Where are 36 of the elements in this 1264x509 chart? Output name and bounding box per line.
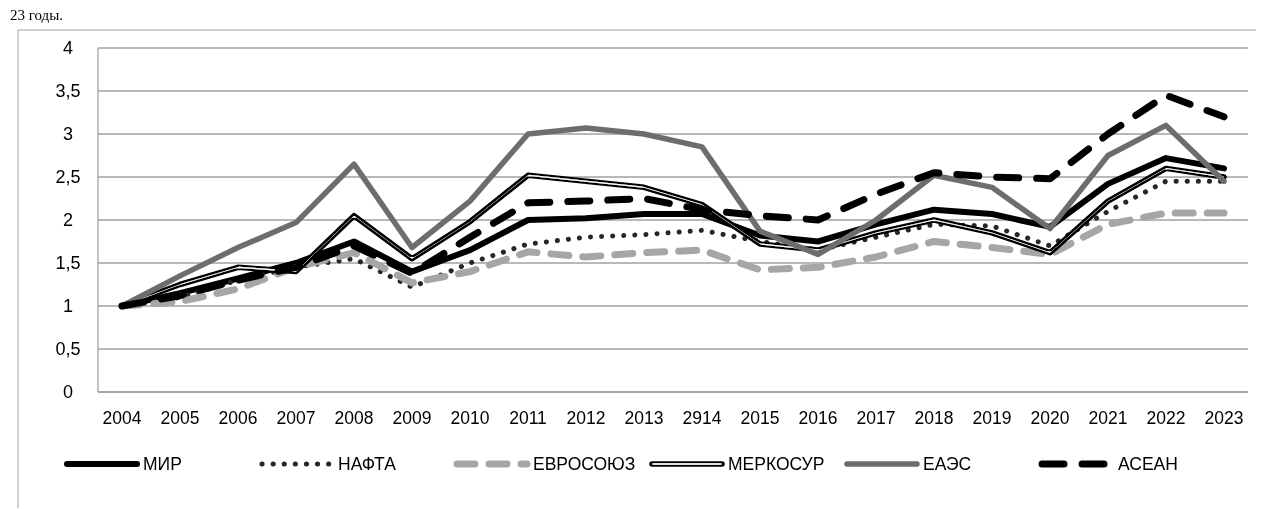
x-tick-label: 2009 bbox=[392, 408, 432, 428]
x-tick-label: 2013 bbox=[624, 408, 664, 428]
text: 23 годы. bbox=[10, 7, 64, 23]
x-tick-label: 2010 bbox=[450, 408, 490, 428]
x-tick-label: 2006 bbox=[218, 408, 258, 428]
y-tick-label: 2,5 bbox=[55, 167, 81, 187]
x-tick-label: 2016 bbox=[798, 408, 838, 428]
y-tick-label: 3 bbox=[62, 124, 74, 144]
x-tick-label: 2023 bbox=[1204, 408, 1244, 428]
x-tick-label: 2011 bbox=[509, 408, 547, 428]
x-tick-label: 2012 bbox=[566, 408, 606, 428]
y-tick-label: 3,5 bbox=[55, 81, 81, 101]
x-tick-label: 2004 bbox=[102, 408, 142, 428]
legend-label: НАФТА bbox=[338, 454, 397, 474]
y-tick-label: 2 bbox=[62, 210, 74, 230]
y-tick-label: 1 bbox=[62, 296, 74, 316]
legend-label: АСЕАН bbox=[1118, 454, 1178, 474]
legend-label: МИР bbox=[143, 454, 182, 474]
x-tick-label: 2017 bbox=[856, 408, 896, 428]
x-tick-label: 2019 bbox=[972, 408, 1012, 428]
x-tick-label: 2015 bbox=[740, 408, 780, 428]
legend-label: ЕВРОСОЮЗ bbox=[533, 454, 636, 474]
x-tick-label: 2008 bbox=[334, 408, 374, 428]
y-tick-label: 1,5 bbox=[55, 253, 81, 273]
y-tick-label: 0,5 bbox=[55, 339, 81, 359]
x-tick-label: 2005 bbox=[160, 408, 200, 428]
x-tick-label: 2007 bbox=[276, 408, 316, 428]
y-tick-label: 4 bbox=[62, 38, 74, 58]
x-tick-label: 2018 bbox=[914, 408, 954, 428]
legend-label: МЕРКОСУР bbox=[728, 454, 825, 474]
x-tick-label: 2914 bbox=[682, 408, 722, 428]
x-tick-label: 2020 bbox=[1030, 408, 1070, 428]
y-tick-label: 0 bbox=[62, 382, 74, 402]
x-tick-label: 2022 bbox=[1146, 408, 1186, 428]
x-tick-label: 2021 bbox=[1088, 408, 1128, 428]
legend-label: ЕАЭС bbox=[923, 454, 972, 474]
